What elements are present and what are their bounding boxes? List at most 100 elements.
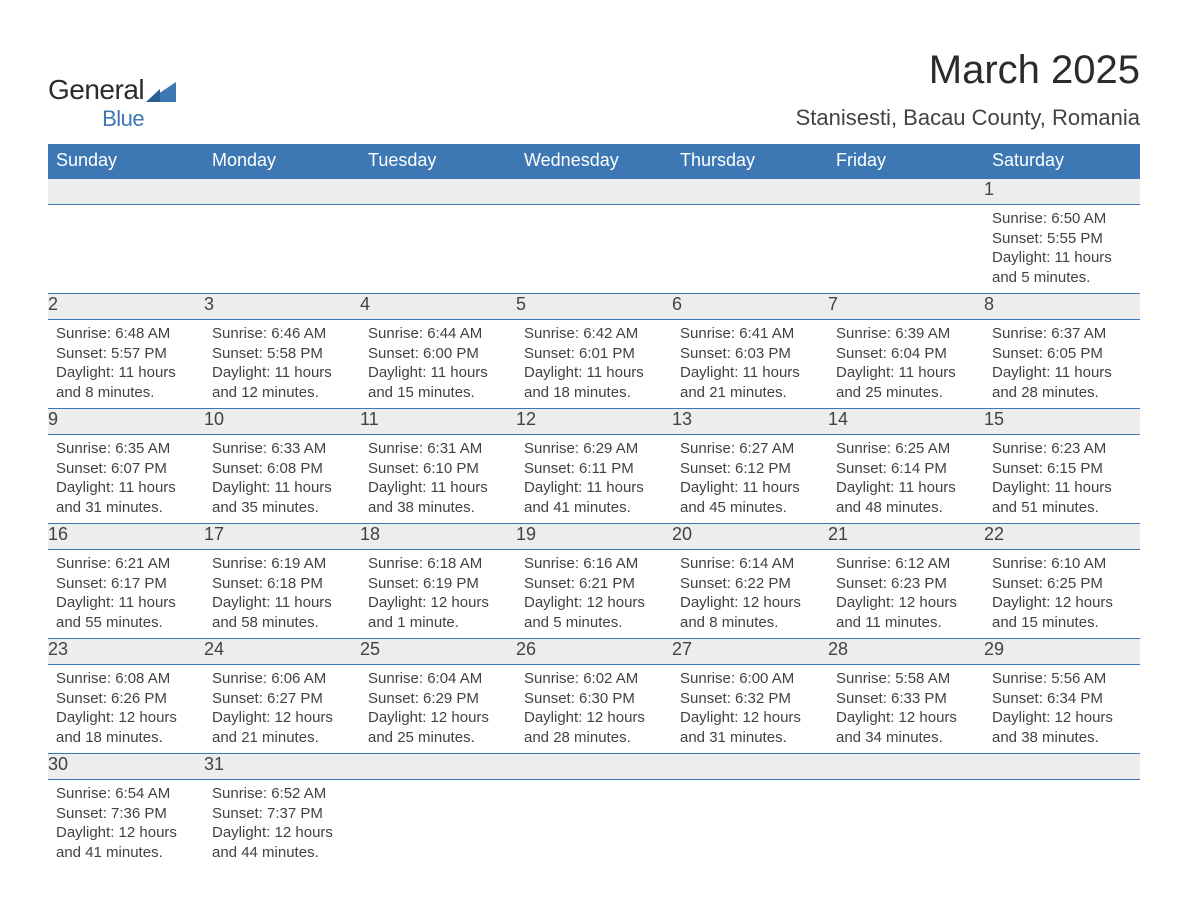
day-details: Sunrise: 6:29 AMSunset: 6:11 PMDaylight:… [516,435,672,523]
day-number-cell: 18 [360,524,516,550]
logo: General Blue [48,48,176,132]
day-number-cell: 29 [984,639,1140,665]
day-content-cell: Sunrise: 6:27 AMSunset: 6:12 PMDaylight:… [672,435,828,524]
daynum-row: 23242526272829 [48,639,1140,665]
day-number-cell: 15 [984,409,1140,435]
day-details: Sunrise: 6:31 AMSunset: 6:10 PMDaylight:… [360,435,516,523]
day-details: Sunrise: 6:10 AMSunset: 6:25 PMDaylight:… [984,550,1140,638]
day-number-cell: 25 [360,639,516,665]
day-content-cell: Sunrise: 6:18 AMSunset: 6:19 PMDaylight:… [360,550,516,639]
day-details: Sunrise: 6:08 AMSunset: 6:26 PMDaylight:… [48,665,204,753]
content-row: Sunrise: 6:54 AMSunset: 7:36 PMDaylight:… [48,780,1140,869]
day-content-cell: Sunrise: 6:16 AMSunset: 6:21 PMDaylight:… [516,550,672,639]
day-details [984,780,1140,790]
day-content-cell [516,205,672,294]
day-details: Sunrise: 6:18 AMSunset: 6:19 PMDaylight:… [360,550,516,638]
day-details: Sunrise: 6:33 AMSunset: 6:08 PMDaylight:… [204,435,360,523]
day-content-cell: Sunrise: 6:14 AMSunset: 6:22 PMDaylight:… [672,550,828,639]
day-number-cell: 3 [204,294,360,320]
day-number-cell: 28 [828,639,984,665]
day-number-cell [516,754,672,780]
day-details: Sunrise: 6:54 AMSunset: 7:36 PMDaylight:… [48,780,204,868]
day-details: Sunrise: 6:16 AMSunset: 6:21 PMDaylight:… [516,550,672,638]
day-details: Sunrise: 5:58 AMSunset: 6:33 PMDaylight:… [828,665,984,753]
day-content-cell: Sunrise: 6:48 AMSunset: 5:57 PMDaylight:… [48,320,204,409]
day-content-cell: Sunrise: 6:37 AMSunset: 6:05 PMDaylight:… [984,320,1140,409]
location-text: Stanisesti, Bacau County, Romania [796,105,1140,131]
day-content-cell: Sunrise: 6:19 AMSunset: 6:18 PMDaylight:… [204,550,360,639]
day-content-cell [204,205,360,294]
day-number-cell [360,179,516,205]
day-content-cell [984,780,1140,869]
weekday-header: Saturday [984,144,1140,179]
title-block: March 2025 Stanisesti, Bacau County, Rom… [796,48,1140,131]
day-content-cell [828,780,984,869]
day-details [360,780,516,790]
daynum-row: 16171819202122 [48,524,1140,550]
day-content-cell: Sunrise: 6:46 AMSunset: 5:58 PMDaylight:… [204,320,360,409]
day-number-cell: 7 [828,294,984,320]
day-content-cell [516,780,672,869]
month-title: March 2025 [796,48,1140,93]
day-details: Sunrise: 6:04 AMSunset: 6:29 PMDaylight:… [360,665,516,753]
day-number-cell: 31 [204,754,360,780]
day-details: Sunrise: 5:56 AMSunset: 6:34 PMDaylight:… [984,665,1140,753]
day-number-cell: 12 [516,409,672,435]
weekday-header: Friday [828,144,984,179]
day-number-cell: 16 [48,524,204,550]
day-number-cell: 30 [48,754,204,780]
day-number-cell: 2 [48,294,204,320]
day-details: Sunrise: 6:44 AMSunset: 6:00 PMDaylight:… [360,320,516,408]
day-content-cell [360,780,516,869]
day-content-cell: Sunrise: 6:08 AMSunset: 6:26 PMDaylight:… [48,665,204,754]
day-details [828,780,984,790]
day-number-cell [984,754,1140,780]
day-details: Sunrise: 6:14 AMSunset: 6:22 PMDaylight:… [672,550,828,638]
logo-general-text: General [48,74,144,106]
day-details: Sunrise: 6:21 AMSunset: 6:17 PMDaylight:… [48,550,204,638]
day-content-cell: Sunrise: 6:29 AMSunset: 6:11 PMDaylight:… [516,435,672,524]
day-details: Sunrise: 6:12 AMSunset: 6:23 PMDaylight:… [828,550,984,638]
weekday-header-row: Sunday Monday Tuesday Wednesday Thursday… [48,144,1140,179]
day-content-cell: Sunrise: 5:58 AMSunset: 6:33 PMDaylight:… [828,665,984,754]
day-details: Sunrise: 6:52 AMSunset: 7:37 PMDaylight:… [204,780,360,868]
content-row: Sunrise: 6:48 AMSunset: 5:57 PMDaylight:… [48,320,1140,409]
weekday-header: Tuesday [360,144,516,179]
day-number-cell: 17 [204,524,360,550]
content-row: Sunrise: 6:35 AMSunset: 6:07 PMDaylight:… [48,435,1140,524]
day-number-cell: 5 [516,294,672,320]
day-details: Sunrise: 6:48 AMSunset: 5:57 PMDaylight:… [48,320,204,408]
day-details: Sunrise: 6:06 AMSunset: 6:27 PMDaylight:… [204,665,360,753]
day-details [672,780,828,790]
day-details: Sunrise: 6:46 AMSunset: 5:58 PMDaylight:… [204,320,360,408]
day-content-cell [672,780,828,869]
header-row: General Blue March 2025 Stanisesti, Baca… [48,48,1140,132]
weekday-header: Thursday [672,144,828,179]
day-number-cell: 8 [984,294,1140,320]
day-number-cell [204,179,360,205]
content-row: Sunrise: 6:21 AMSunset: 6:17 PMDaylight:… [48,550,1140,639]
day-content-cell: Sunrise: 6:35 AMSunset: 6:07 PMDaylight:… [48,435,204,524]
daynum-row: 1 [48,179,1140,205]
day-content-cell [672,205,828,294]
daynum-row: 9101112131415 [48,409,1140,435]
day-details: Sunrise: 6:42 AMSunset: 6:01 PMDaylight:… [516,320,672,408]
content-row: Sunrise: 6:50 AMSunset: 5:55 PMDaylight:… [48,205,1140,294]
day-number-cell: 23 [48,639,204,665]
day-content-cell: Sunrise: 6:44 AMSunset: 6:00 PMDaylight:… [360,320,516,409]
day-number-cell: 21 [828,524,984,550]
day-details [516,205,672,215]
weekday-header: Monday [204,144,360,179]
day-number-cell [48,179,204,205]
day-number-cell [672,754,828,780]
weekday-header: Wednesday [516,144,672,179]
day-details: Sunrise: 6:39 AMSunset: 6:04 PMDaylight:… [828,320,984,408]
day-details [672,205,828,215]
day-content-cell: Sunrise: 6:21 AMSunset: 6:17 PMDaylight:… [48,550,204,639]
day-details: Sunrise: 6:23 AMSunset: 6:15 PMDaylight:… [984,435,1140,523]
day-number-cell: 27 [672,639,828,665]
day-content-cell: Sunrise: 6:54 AMSunset: 7:36 PMDaylight:… [48,780,204,869]
day-content-cell [48,205,204,294]
day-content-cell: Sunrise: 6:25 AMSunset: 6:14 PMDaylight:… [828,435,984,524]
day-number-cell [672,179,828,205]
